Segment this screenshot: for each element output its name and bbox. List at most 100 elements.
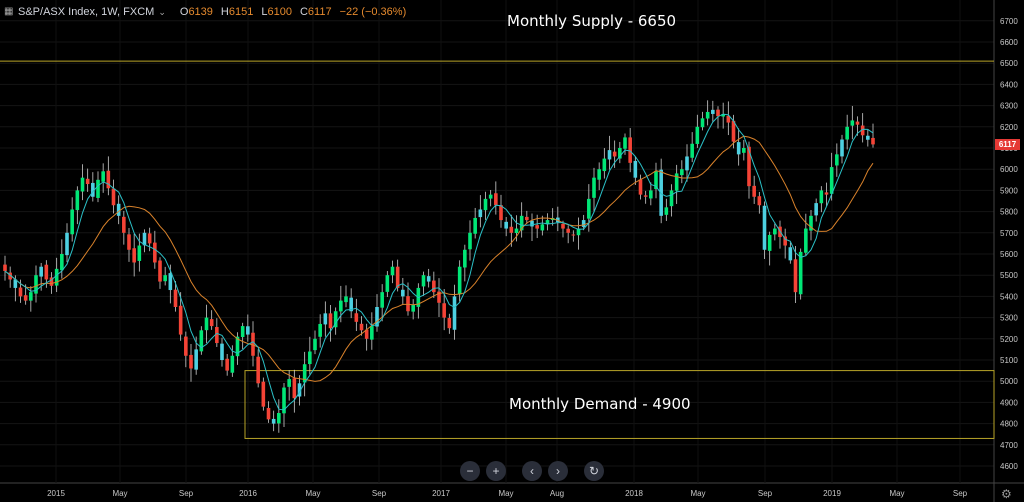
candle-body — [680, 169, 684, 176]
candle-body — [344, 296, 348, 303]
y-tick-label: 6700 — [1000, 17, 1018, 26]
candle-body — [643, 195, 648, 197]
candle-body — [354, 313, 359, 322]
candle-body — [49, 277, 54, 286]
x-tick-label: Sep — [179, 489, 194, 498]
candle-body — [215, 327, 219, 344]
scroll-right-button[interactable]: › — [548, 461, 568, 481]
candle-body — [96, 179, 100, 198]
candle-body — [638, 179, 643, 195]
candle-body — [871, 137, 875, 145]
candle-body — [158, 260, 162, 282]
candle-body — [576, 228, 581, 236]
candle-body — [370, 326, 374, 340]
last-price-badge: 6117 — [995, 138, 1020, 150]
demand-zone-box — [244, 370, 995, 439]
candle-body — [220, 343, 224, 360]
candle-body — [866, 135, 870, 140]
close-value: 6117 — [307, 6, 332, 18]
y-tick-label: 4900 — [1000, 398, 1018, 407]
candle-body — [359, 323, 364, 331]
candle-body — [581, 220, 586, 227]
low-value: 6100 — [267, 6, 292, 18]
open-label: O — [179, 6, 189, 18]
candle-body — [85, 178, 90, 185]
x-tick-label: 2017 — [432, 489, 450, 498]
candle-body — [773, 228, 777, 235]
low-label: L — [261, 6, 268, 18]
candle-body — [168, 273, 173, 291]
candle-body — [54, 268, 59, 286]
y-tick-label: 4700 — [1000, 441, 1018, 450]
candle-body — [106, 170, 111, 189]
y-tick-label: 5500 — [1000, 271, 1018, 280]
candle-body — [457, 266, 462, 295]
candle-body — [819, 190, 824, 204]
y-tick-label: 6400 — [1000, 80, 1018, 89]
candle-body — [204, 317, 209, 331]
candle-body — [716, 109, 720, 117]
candle-body — [840, 139, 844, 157]
candle-body — [561, 223, 565, 229]
candle-body — [297, 383, 302, 397]
candle-body — [473, 217, 477, 234]
candle-body — [235, 336, 240, 357]
candle-body — [860, 125, 865, 136]
candle-body — [277, 413, 281, 424]
candle-body — [509, 226, 514, 233]
candle-body — [23, 295, 28, 301]
zoom-in-button[interactable]: + — [486, 461, 506, 481]
candle-body — [809, 215, 813, 231]
candle-body — [654, 171, 658, 190]
candle-body — [494, 193, 498, 206]
candle-body — [364, 329, 369, 339]
zoom-out-button[interactable]: − — [460, 461, 480, 481]
high-label: H — [220, 6, 229, 18]
candle-body — [333, 311, 338, 328]
candle-body — [132, 248, 136, 263]
reset-button[interactable]: ↻ — [584, 461, 604, 481]
candle-body — [623, 137, 627, 149]
y-tick-label: 6300 — [1000, 102, 1018, 111]
candle-body — [845, 126, 849, 140]
candle-body — [189, 354, 193, 369]
x-tick-label: May — [690, 489, 705, 498]
chevron-down-icon[interactable]: ⌄ — [158, 6, 166, 17]
candle-body — [659, 169, 663, 216]
candle-body — [483, 198, 488, 211]
candle-body — [804, 228, 808, 253]
candle-body — [80, 177, 85, 192]
candle-body — [251, 332, 255, 356]
y-tick-label: 4600 — [1000, 462, 1018, 471]
candle-body — [13, 279, 18, 288]
symbol-title[interactable]: S&P/ASX Index, 1W, FXCM — [18, 6, 155, 18]
candle-body — [628, 137, 632, 163]
candle-body — [3, 264, 7, 271]
candle-body — [705, 111, 710, 119]
candle-body — [711, 109, 715, 114]
candle-body — [184, 336, 188, 356]
candle-body — [850, 120, 855, 126]
candle-body — [592, 177, 596, 198]
candle-body — [173, 289, 178, 307]
candle-body — [256, 356, 260, 384]
candle-body — [292, 378, 297, 399]
candle-body — [432, 280, 436, 293]
candle-body — [612, 151, 617, 157]
y-tick-label: 5200 — [1000, 335, 1018, 344]
candle-body — [762, 205, 767, 250]
candle-body — [153, 242, 157, 263]
x-tick-label: May — [305, 489, 320, 498]
candle-body — [287, 379, 291, 387]
scroll-left-button[interactable]: ‹ — [522, 461, 542, 481]
candle-body — [194, 349, 198, 370]
candle-body — [380, 292, 384, 308]
expand-icon[interactable]: ▦ — [4, 6, 14, 17]
gear-icon[interactable]: ⚙ — [1001, 487, 1012, 501]
candle-body — [674, 173, 679, 191]
candle-body — [442, 303, 446, 318]
candle-body — [122, 216, 126, 233]
candle-body — [747, 146, 751, 187]
